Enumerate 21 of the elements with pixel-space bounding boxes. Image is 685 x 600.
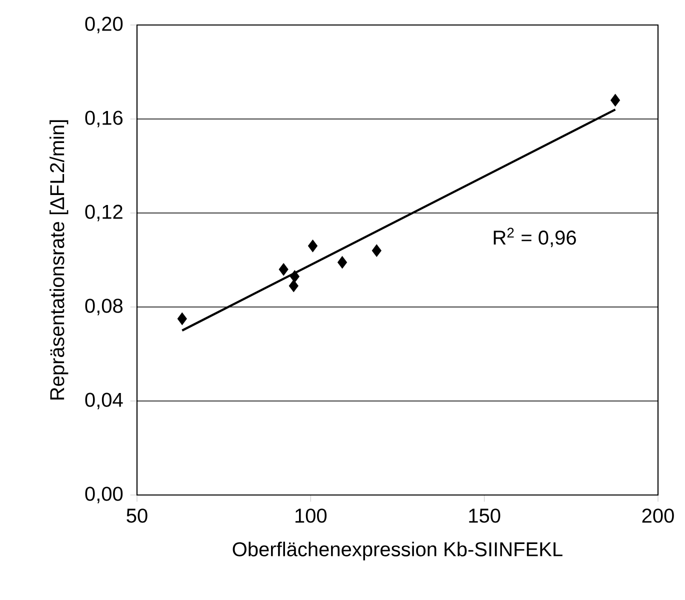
y-tick-label: 0,12 — [85, 204, 122, 222]
point — [288, 280, 298, 292]
y-tick-label: 0,16 — [85, 110, 123, 128]
x-tick-label: 200 — [642, 508, 674, 523]
y-tick-label: 0,04 — [85, 392, 123, 410]
x-tick-label: 150 — [469, 508, 500, 523]
x-axis-title: Oberflächenexpression Kb-SIINFEKL — [232, 542, 562, 560]
y-tick-label: 0,20 — [85, 16, 123, 34]
x-tick-label: 50 — [126, 508, 148, 523]
point — [372, 244, 382, 257]
y-tick-label: 0,00 — [85, 486, 123, 504]
point — [338, 256, 348, 269]
x-tick-label: 100 — [296, 508, 327, 523]
point — [278, 263, 288, 276]
point — [177, 312, 187, 326]
point — [308, 240, 318, 252]
point — [290, 270, 300, 283]
y-axis-title: Repräsentationsrate [ΔFL2/min] — [50, 120, 68, 400]
point — [610, 94, 620, 106]
y-tick-label: 0,08 — [85, 298, 123, 316]
annotation: R$^{2}$ = 0,96 — [494, 228, 576, 248]
